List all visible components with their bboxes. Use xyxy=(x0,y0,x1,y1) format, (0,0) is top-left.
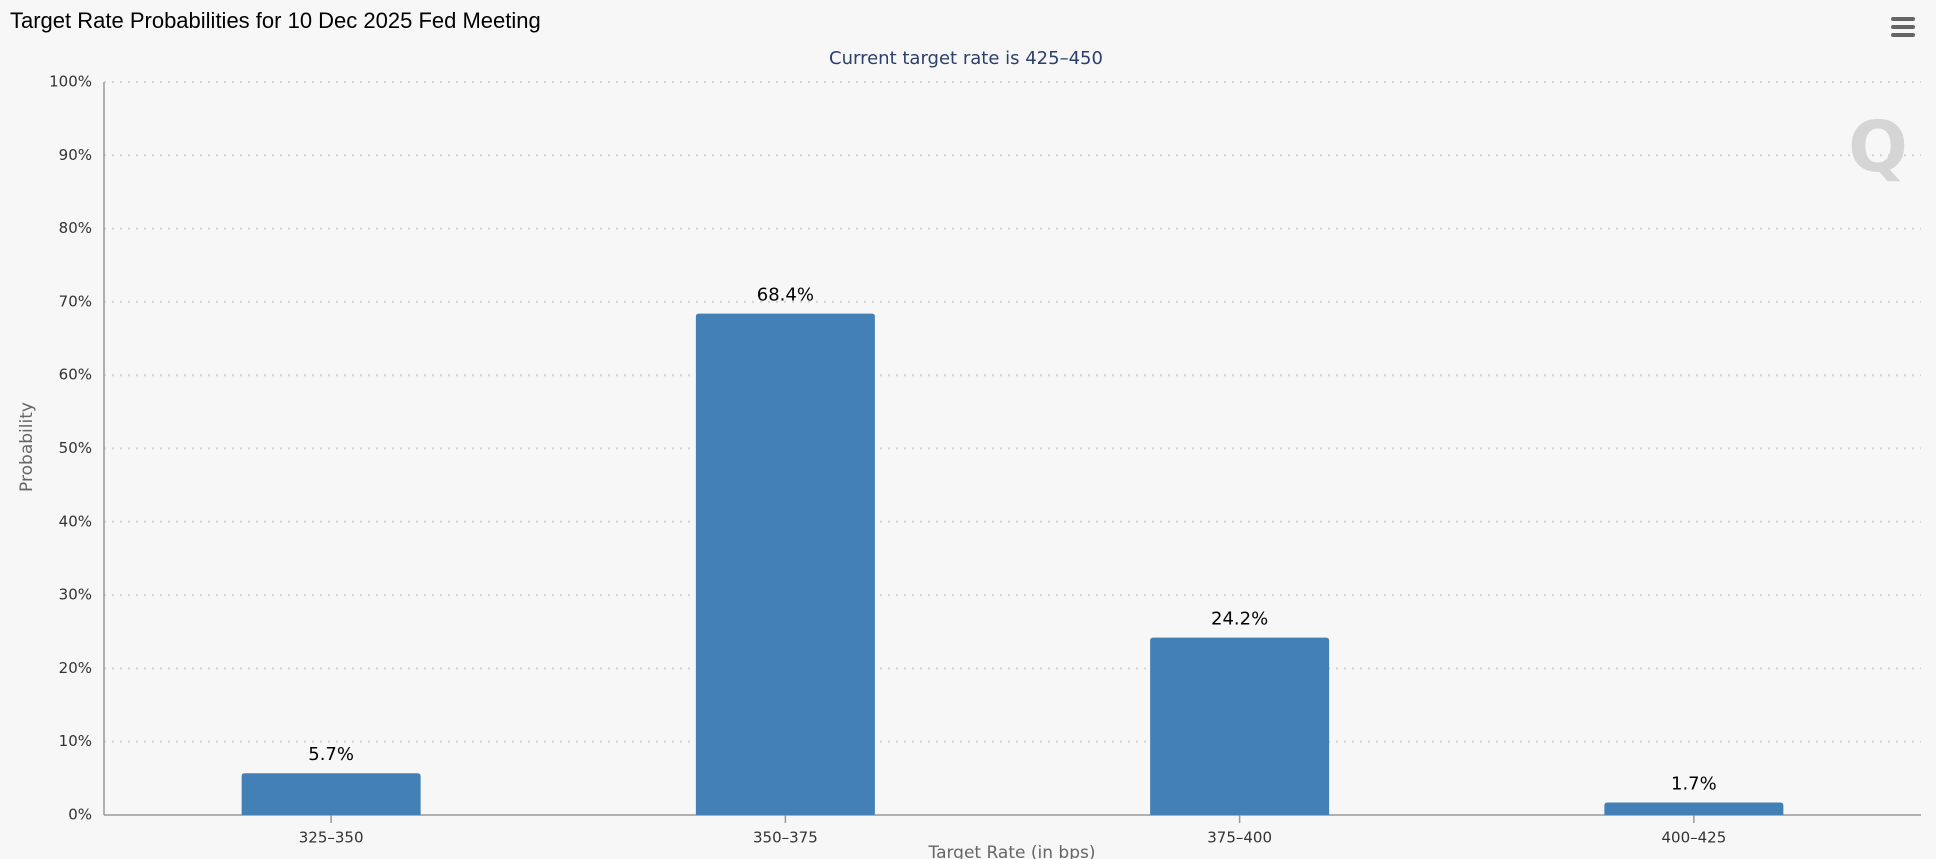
y-tick-label: 40% xyxy=(59,512,92,530)
x-tick-label: 350–375 xyxy=(753,829,818,847)
y-tick-label: 80% xyxy=(59,219,92,237)
y-tick-label: 10% xyxy=(59,732,92,750)
y-axis-title: Probability xyxy=(17,402,37,492)
y-tick-label: 100% xyxy=(49,73,92,91)
bar xyxy=(1604,802,1784,815)
bar xyxy=(241,773,421,815)
bar xyxy=(695,313,875,815)
y-tick-label: 20% xyxy=(59,659,92,677)
watermark: Q xyxy=(1848,106,1908,188)
y-tick-label: 70% xyxy=(59,292,92,310)
data-label: 24.2% xyxy=(1211,609,1268,630)
y-tick-label: 0% xyxy=(68,806,92,824)
x-tick-label: 325–350 xyxy=(299,829,364,847)
x-axis-title: Target Rate (in bps) xyxy=(928,843,1096,859)
menu-bar xyxy=(1891,33,1915,37)
chart-title: Target Rate Probabilities for 10 Dec 202… xyxy=(10,8,541,33)
data-label: 1.7% xyxy=(1671,774,1717,795)
data-label: 5.7% xyxy=(308,744,354,765)
x-tick-label: 375–400 xyxy=(1207,829,1272,847)
y-tick-label: 90% xyxy=(59,146,92,164)
menu-icon[interactable] xyxy=(1891,17,1915,37)
x-tick-label: 400–425 xyxy=(1661,829,1726,847)
menu-bar xyxy=(1891,17,1915,21)
watermark-logo: Q xyxy=(1848,106,1908,188)
y-tick-label: 30% xyxy=(59,586,92,604)
y-tick-label: 60% xyxy=(59,366,92,384)
bar xyxy=(1150,637,1330,815)
chart-subtitle: Current target rate is 425–450 xyxy=(829,48,1103,69)
menu-bar xyxy=(1891,25,1915,29)
y-tick-label: 50% xyxy=(59,439,92,457)
data-label: 68.4% xyxy=(757,285,814,306)
